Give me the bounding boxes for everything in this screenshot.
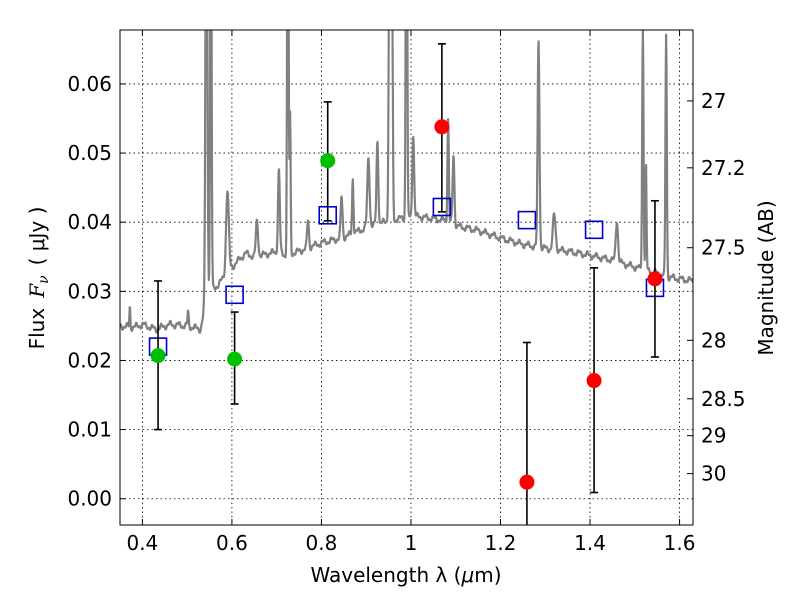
points-layer bbox=[148, 43, 665, 525]
plot-frame bbox=[119, 29, 694, 526]
right-tick-label: 27.2 bbox=[701, 156, 746, 180]
right-tick-label: 28 bbox=[701, 328, 726, 352]
y-tick-label: 0.02 bbox=[67, 348, 112, 372]
tick-layer: 0.4 0.6 0.8 1 1.2 1.4 1.6 0.00 0.01 0.02 0.03 0.04 0… bbox=[67, 30, 746, 555]
optical-detection-point bbox=[227, 351, 243, 367]
near-ir-detection-point bbox=[647, 271, 663, 287]
optical-detection-point bbox=[320, 153, 336, 169]
x-tick-label: 1.2 bbox=[485, 531, 517, 555]
near-ir-detection-point bbox=[434, 119, 450, 135]
x-tick-label: 0.8 bbox=[306, 531, 338, 555]
spectrum-layer bbox=[120, 30, 693, 334]
near-ir-detection-point bbox=[586, 373, 602, 389]
x-tick-label: 1 bbox=[405, 531, 418, 555]
spectrum-line bbox=[120, 30, 693, 334]
x-axis-label: Wavelength λ (μm) bbox=[310, 563, 501, 587]
y-tick-label: 0.06 bbox=[67, 72, 112, 96]
model-photometry-square bbox=[517, 210, 537, 230]
y-tick-label: 0.04 bbox=[67, 210, 112, 234]
right-tick-label: 30 bbox=[701, 462, 726, 486]
optical-detection-point bbox=[150, 348, 166, 364]
y-axis-label: FluxFν( μJy ) bbox=[25, 207, 52, 350]
x-tick-label: 0.4 bbox=[126, 531, 158, 555]
right-tick-label: 27 bbox=[701, 89, 726, 113]
x-tick-label: 1.6 bbox=[664, 531, 696, 555]
y-tick-label: 0.01 bbox=[67, 418, 112, 442]
model-photometry-square bbox=[584, 220, 604, 240]
y-tick-label: 0.00 bbox=[67, 487, 112, 511]
near-ir-detection-point bbox=[519, 474, 535, 490]
right-tick-label: 28.5 bbox=[701, 387, 746, 411]
x-tick-label: 1.4 bbox=[574, 531, 606, 555]
right-axis-label: Magnitude (AB) bbox=[754, 200, 778, 355]
y-tick-label: 0.05 bbox=[67, 141, 112, 165]
model-photometry-square bbox=[225, 285, 244, 305]
right-tick-label: 27.5 bbox=[701, 236, 746, 260]
x-tick-label: 0.6 bbox=[216, 531, 248, 555]
right-tick-label: 29 bbox=[701, 424, 726, 448]
y-tick-label: 0.03 bbox=[67, 279, 112, 303]
